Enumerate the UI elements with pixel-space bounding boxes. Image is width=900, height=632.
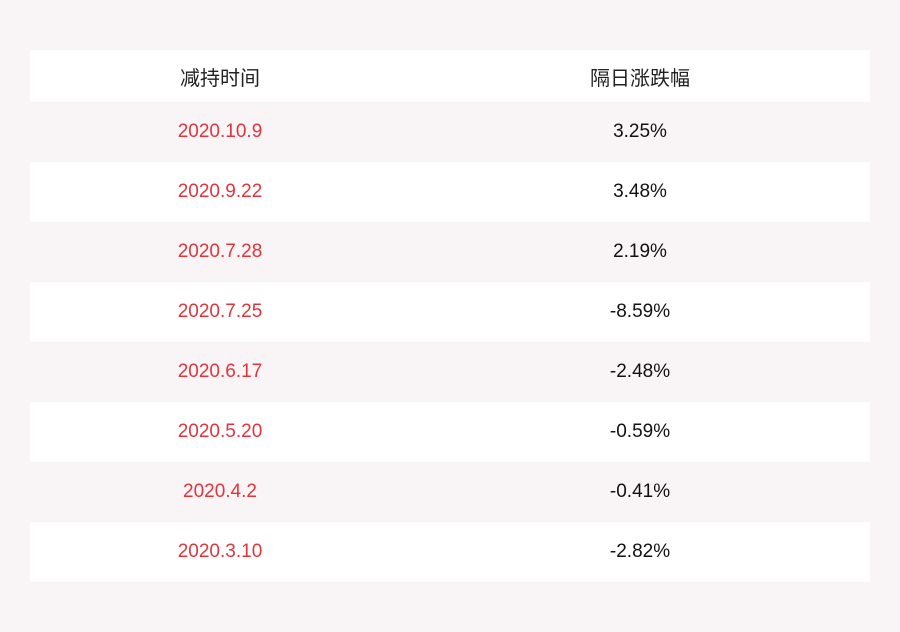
- table-row: 2020.9.22 3.48%: [30, 162, 870, 222]
- reduction-date: 2020.7.25: [177, 301, 263, 322]
- table-row: 2020.7.25 -8.59%: [30, 282, 870, 342]
- table-row: 2020.7.28 2.19%: [30, 222, 870, 282]
- table-row: 2020.6.17 -2.48%: [30, 342, 870, 402]
- reduction-date: 2020.6.17: [177, 361, 263, 382]
- next-day-change: 3.25%: [613, 121, 667, 142]
- reduction-date: 2020.5.20: [177, 421, 263, 442]
- reduction-date: 2020.10.9: [177, 121, 263, 142]
- next-day-change: -0.59%: [609, 421, 671, 442]
- header-reduction-date: 减持时间: [180, 67, 260, 90]
- next-day-change: -2.48%: [609, 361, 671, 382]
- next-day-change: -0.41%: [609, 481, 671, 502]
- next-day-change: 3.48%: [613, 181, 667, 202]
- table-row: 2020.10.9 3.25%: [30, 102, 870, 162]
- header-next-day-change: 隔日涨跌幅: [590, 67, 690, 90]
- table-row: 2020.4.2 -0.41%: [30, 462, 870, 522]
- table-row: 2020.5.20 -0.59%: [30, 402, 870, 462]
- next-day-change: -2.82%: [609, 541, 671, 562]
- reduction-date: 2020.7.28: [177, 241, 263, 262]
- reduction-date: 2020.4.2: [183, 481, 257, 502]
- reduction-table: 减持时间 隔日涨跌幅 2020.10.9 3.25% 2020.9.22 3.48% 2…: [30, 50, 870, 582]
- next-day-change: -8.59%: [609, 301, 671, 322]
- reduction-date: 2020.3.10: [177, 541, 263, 562]
- table-header: 减持时间 隔日涨跌幅: [30, 50, 870, 102]
- table-row: 2020.3.10 -2.82%: [30, 522, 870, 582]
- next-day-change: 2.19%: [613, 241, 667, 262]
- reduction-date: 2020.9.22: [177, 181, 263, 202]
